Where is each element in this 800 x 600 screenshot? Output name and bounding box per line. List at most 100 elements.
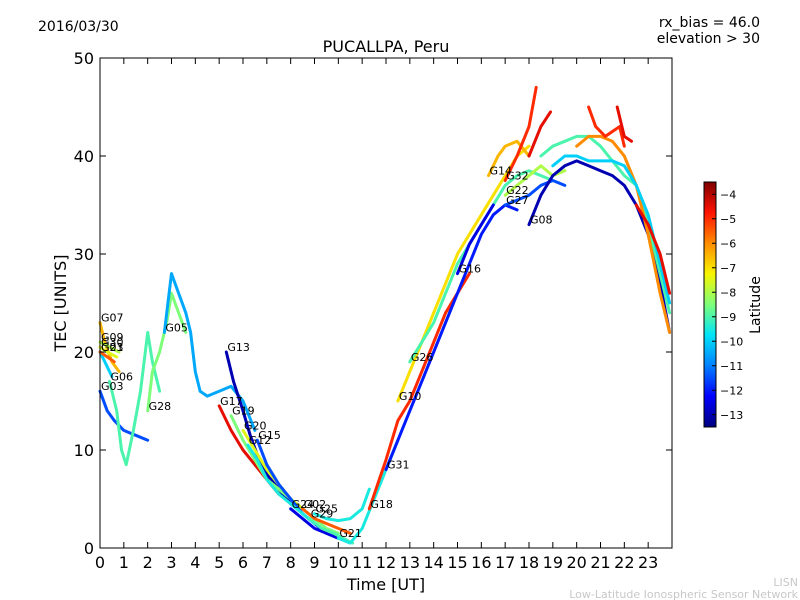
sat-label-g20: G20 [244,419,267,432]
x-tick-label: 19 [543,553,563,572]
series-g05 [162,272,257,432]
series-g16 [456,203,495,276]
sat-label-g03: G03 [101,380,124,393]
sat-label-g05: G05 [165,321,188,334]
x-tick-label: 13 [400,553,420,572]
sat-label-g29: G29 [311,508,334,521]
series-unlabeled-36 [634,203,672,295]
y-tick-label: 50 [74,49,94,68]
plot-frame [99,57,673,549]
sat-label-g15: G15 [258,429,281,442]
x-tick-label: 20 [566,553,586,572]
x-tick-label: 18 [519,553,539,572]
colorbar-tick-label: −8 [720,286,736,299]
x-tick-label: 7 [262,553,272,572]
x-tick-label: 9 [309,553,319,572]
x-tick-label: 22 [614,553,634,572]
sat-label-g08: G08 [530,214,553,227]
sat-label-g19: G19 [232,405,255,418]
series-g19 [229,414,340,535]
y-tick-label: 10 [74,441,94,460]
footer-org-full: Low-Latitude Ionospheric Sensor Network [569,588,798,600]
colorbar-ticks: −4 −5 −6 −7 −8 −9 −10 −11 −12 −13 [712,188,743,422]
x-axis-label: Time [UT] [346,575,425,594]
sat-label-g21: G21 [339,527,362,540]
series-unlabeled-32 [575,134,672,334]
sat-label-g18: G18 [370,498,393,511]
colorbar-tick-label: −4 [720,188,736,201]
sat-label-g23: G23 [101,341,124,354]
x-tick-label: 15 [447,553,467,572]
chart-title: PUCALLPA, Peru [323,37,450,56]
x-tick-label: 12 [376,553,396,572]
series-g25 [313,487,371,523]
x-tick-label: 6 [238,553,248,572]
colorbar-tick-label: −13 [720,409,743,422]
x-tick-label: 11 [352,553,372,572]
series-g12 [246,443,316,525]
series-g08 [527,159,672,334]
x-tick-label: 14 [423,553,443,572]
series-g24 [289,507,340,540]
y-tick-label: 0 [84,539,94,558]
colorbar-tick-label: −5 [720,213,736,226]
sat-label-g12: G12 [249,434,272,447]
y-tick-label: 40 [74,147,94,166]
colorbar-label: Latitude [748,276,764,334]
series-unlabeled-34 [615,105,633,143]
series-g31 [384,203,519,472]
y-tick-label: 20 [74,343,94,362]
label-layer: G01G03G06G07G09G30G23G28G05G13G17G19G20G… [101,165,553,541]
axis-layer: 0 1 2 3 4 5 6 7 8 9 10 11 12 13 14 15 16 17 18 19 20 21 22 2301… [74,49,672,572]
sat-label-g31: G31 [387,459,410,472]
colorbar-tick-label: −10 [720,335,743,348]
elevation-label: elevation > 30 [657,31,760,47]
series-g27 [503,179,567,207]
series-unlabeled-35 [551,154,672,305]
series-unlabeled-30 [527,110,552,158]
footer-org: LISN [773,576,798,589]
x-tick-label: 8 [286,553,296,572]
sat-label-g24: G24 [292,498,315,511]
series-g23 [98,350,116,364]
x-tick-label: 10 [328,553,348,572]
x-tick-label: 5 [214,553,224,572]
y-tick-label: 30 [74,245,94,264]
x-tick-label: 3 [166,553,176,572]
series-unlabeled-33 [587,105,626,148]
x-tick-label: 17 [495,553,515,572]
series-g02 [301,507,352,535]
sat-label-g13: G13 [227,341,250,354]
sat-label-g25: G25 [316,503,339,516]
x-tick-label: 23 [638,553,658,572]
rx-bias-label: rx_bias = 46.0 [659,15,760,31]
series-g01 [98,350,114,378]
sat-label-g30: G30 [101,336,124,349]
series-g06 [108,330,162,467]
series-layer [98,85,672,545]
sat-label-g17: G17 [220,395,243,408]
sat-label-g14: G14 [489,165,512,178]
x-tick-label: 4 [190,553,200,572]
colorbar-tick-label: −12 [720,384,743,397]
series-g26 [408,169,555,364]
x-tick-label: 21 [590,553,610,572]
colorbar-tick-label: −9 [720,311,736,324]
sat-label-g07: G07 [101,312,124,325]
colorbar-tick-label: −11 [720,360,743,373]
sat-label-g28: G28 [149,400,172,413]
x-tick-label: 0 [95,553,105,572]
sat-label-g27: G27 [506,194,529,207]
sat-label-g09: G09 [101,331,124,344]
x-tick-label: 16 [471,553,491,572]
sat-label-g16: G16 [459,263,482,276]
y-axis-label: TEC [UNITS] [51,255,70,353]
series-g30 [98,345,119,359]
sat-label-g10: G10 [399,390,422,403]
sat-label-g32: G32 [506,170,529,183]
sat-label-g02: G02 [304,498,327,511]
x-tick-label: 1 [119,553,129,572]
x-tick-label: 2 [143,553,153,572]
sat-label-g22: G22 [506,184,529,197]
